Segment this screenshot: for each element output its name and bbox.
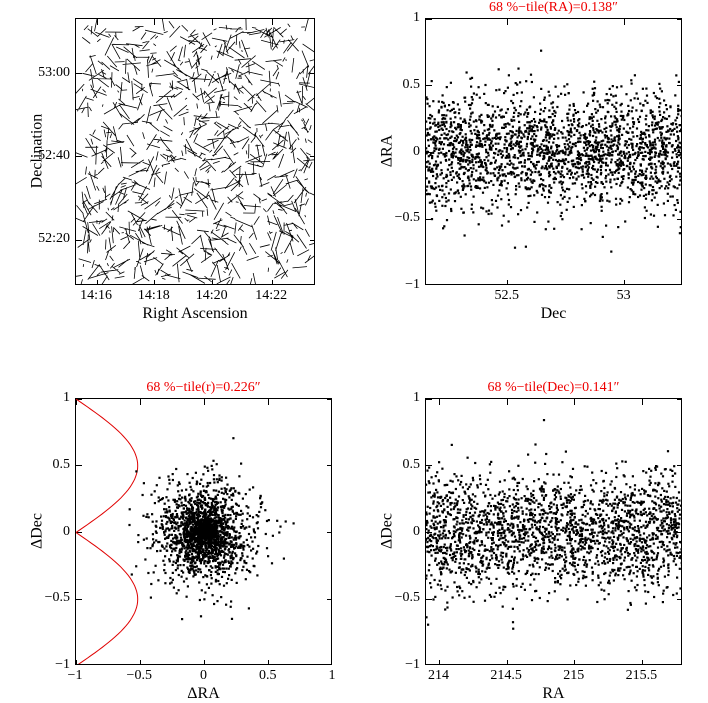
bl-plot-area [75,398,332,665]
tl-xtick-label: 14:16 [71,288,121,304]
tr-ytick-label: −0.5 [370,210,420,226]
tl-ytick-label: 52:20 [20,231,70,247]
br-xtick-label: 214.5 [481,668,531,684]
br-xtick-label: 214 [414,668,464,684]
bl-title: 68 %−tile(r)=0.226″ [75,380,332,396]
br-ytick-label: 1 [370,390,420,406]
panel-top-left: Right AscensionDeclination14:1614:1814:2… [75,18,315,285]
br-ytick-label: −0.5 [370,590,420,606]
br-xtick-label: 215.5 [616,668,666,684]
tl-xtick-label: 14:18 [129,288,179,304]
bl-xtick-label: −0.5 [114,668,164,684]
tr-plot-area [425,18,682,285]
tl-xlabel: Right Ascension [75,305,315,323]
br-xlabel: RA [425,685,682,703]
bl-ytick-label: −0.5 [20,590,70,606]
bl-ytick-label: −1 [20,657,70,673]
tr-ytick-label: −1 [370,277,420,293]
tr-ytick-label: 0 [370,144,420,160]
vector-field [76,19,315,285]
br-ytick-label: 0 [370,524,420,540]
bl-scatter [76,399,332,665]
bl-xtick-label: 1 [307,668,357,684]
tr-scatter [426,19,682,285]
br-title: 68 %−tile(Dec)=0.141″ [425,380,682,396]
bl-xtick-label: 0 [179,668,229,684]
br-ytick-label: −1 [370,657,420,673]
br-ytick-label: 0.5 [370,457,420,473]
panel-bottom-left: 68 %−tile(r)=0.226″ΔRAΔDec−1−0.500.51−1−… [75,398,332,665]
panel-top-right: 68 %−tile(RA)=0.138″DecΔRA52.553−1−0.500… [425,18,682,285]
tl-xtick-label: 14:20 [187,288,237,304]
bl-ytick-label: 0 [20,524,70,540]
tl-plot-area [75,18,315,285]
bl-ytick-label: 1 [20,390,70,406]
bl-xlabel: ΔRA [75,685,332,703]
br-xtick-label: 215 [549,668,599,684]
tr-title: 68 %−tile(RA)=0.138″ [425,0,682,16]
panel-bottom-right: 68 %−tile(Dec)=0.141″RAΔDec214214.521521… [425,398,682,665]
tr-ytick-label: 0.5 [370,77,420,93]
tl-ytick-label: 52:40 [20,148,70,164]
br-scatter [426,399,682,665]
tr-ytick-label: 1 [370,10,420,26]
tr-xtick-label: 52.5 [482,288,532,304]
bl-ytick-label: 0.5 [20,457,70,473]
bl-xtick-label: 0.5 [243,668,293,684]
br-plot-area [425,398,682,665]
tr-xlabel: Dec [425,305,682,323]
tr-xtick-label: 53 [599,288,649,304]
tl-xtick-label: 14:22 [246,288,296,304]
tl-ytick-label: 53:00 [20,65,70,81]
